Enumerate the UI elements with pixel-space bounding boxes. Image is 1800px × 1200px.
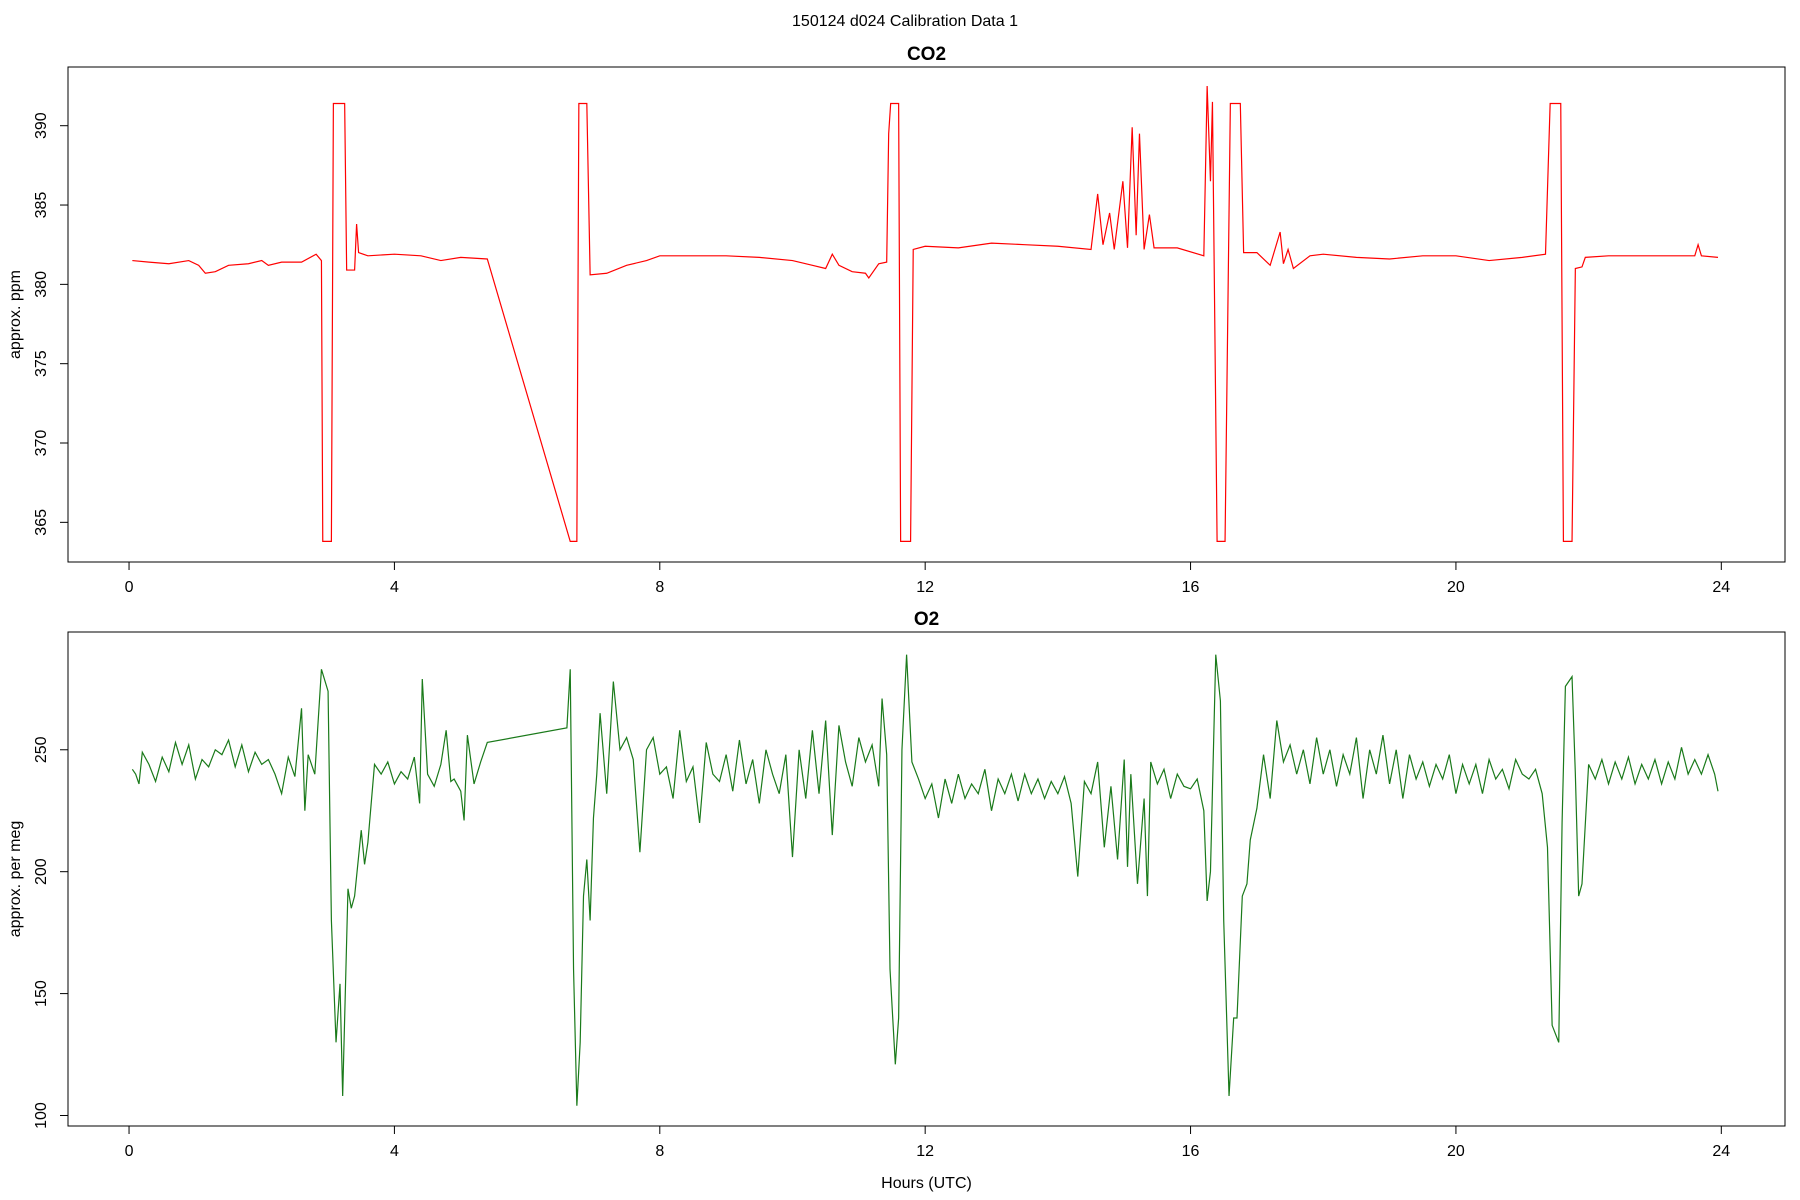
panel-title: CO2 — [907, 44, 946, 65]
x-tick-label: 4 — [390, 1143, 399, 1160]
plot-frame — [67, 66, 1786, 563]
y-tick-label: 390 — [33, 112, 50, 139]
y-tick-label: 365 — [33, 509, 50, 536]
x-tick-label: 8 — [655, 579, 664, 596]
page-title: 150124 d024 Calibration Data 1 — [792, 13, 1018, 30]
data-line — [131, 654, 1719, 1106]
y-axis-label: approx. per meg — [7, 821, 24, 938]
y-tick-label: 375 — [33, 350, 50, 377]
x-tick-label: 8 — [655, 1143, 664, 1160]
x-axis-label: Hours (UTC) — [881, 1175, 972, 1192]
x-tick-label: 4 — [390, 579, 399, 596]
y-tick-label: 370 — [33, 430, 50, 457]
x-tick-label: 24 — [1712, 579, 1730, 596]
x-tick-label: 12 — [916, 1143, 934, 1160]
y-tick-label: 200 — [33, 858, 50, 885]
x-tick-label: 20 — [1447, 1143, 1465, 1160]
x-tick-label: 24 — [1712, 1143, 1730, 1160]
y-tick-label: 385 — [33, 192, 50, 219]
y-tick-label: 250 — [33, 736, 50, 763]
plot-frame — [67, 631, 1786, 1127]
y-tick-label: 100 — [33, 1102, 50, 1129]
x-tick-label: 20 — [1447, 579, 1465, 596]
x-tick-label: 0 — [125, 1143, 134, 1160]
x-tick-label: 12 — [916, 579, 934, 596]
y-tick-label: 380 — [33, 271, 50, 298]
panel-title: O2 — [914, 609, 939, 630]
x-tick-label: 16 — [1182, 1143, 1200, 1160]
data-line — [132, 86, 1719, 542]
x-tick-label: 0 — [125, 579, 134, 596]
y-axis-label: approx. ppm — [7, 270, 24, 359]
x-tick-label: 16 — [1182, 579, 1200, 596]
y-tick-label: 150 — [33, 980, 50, 1007]
